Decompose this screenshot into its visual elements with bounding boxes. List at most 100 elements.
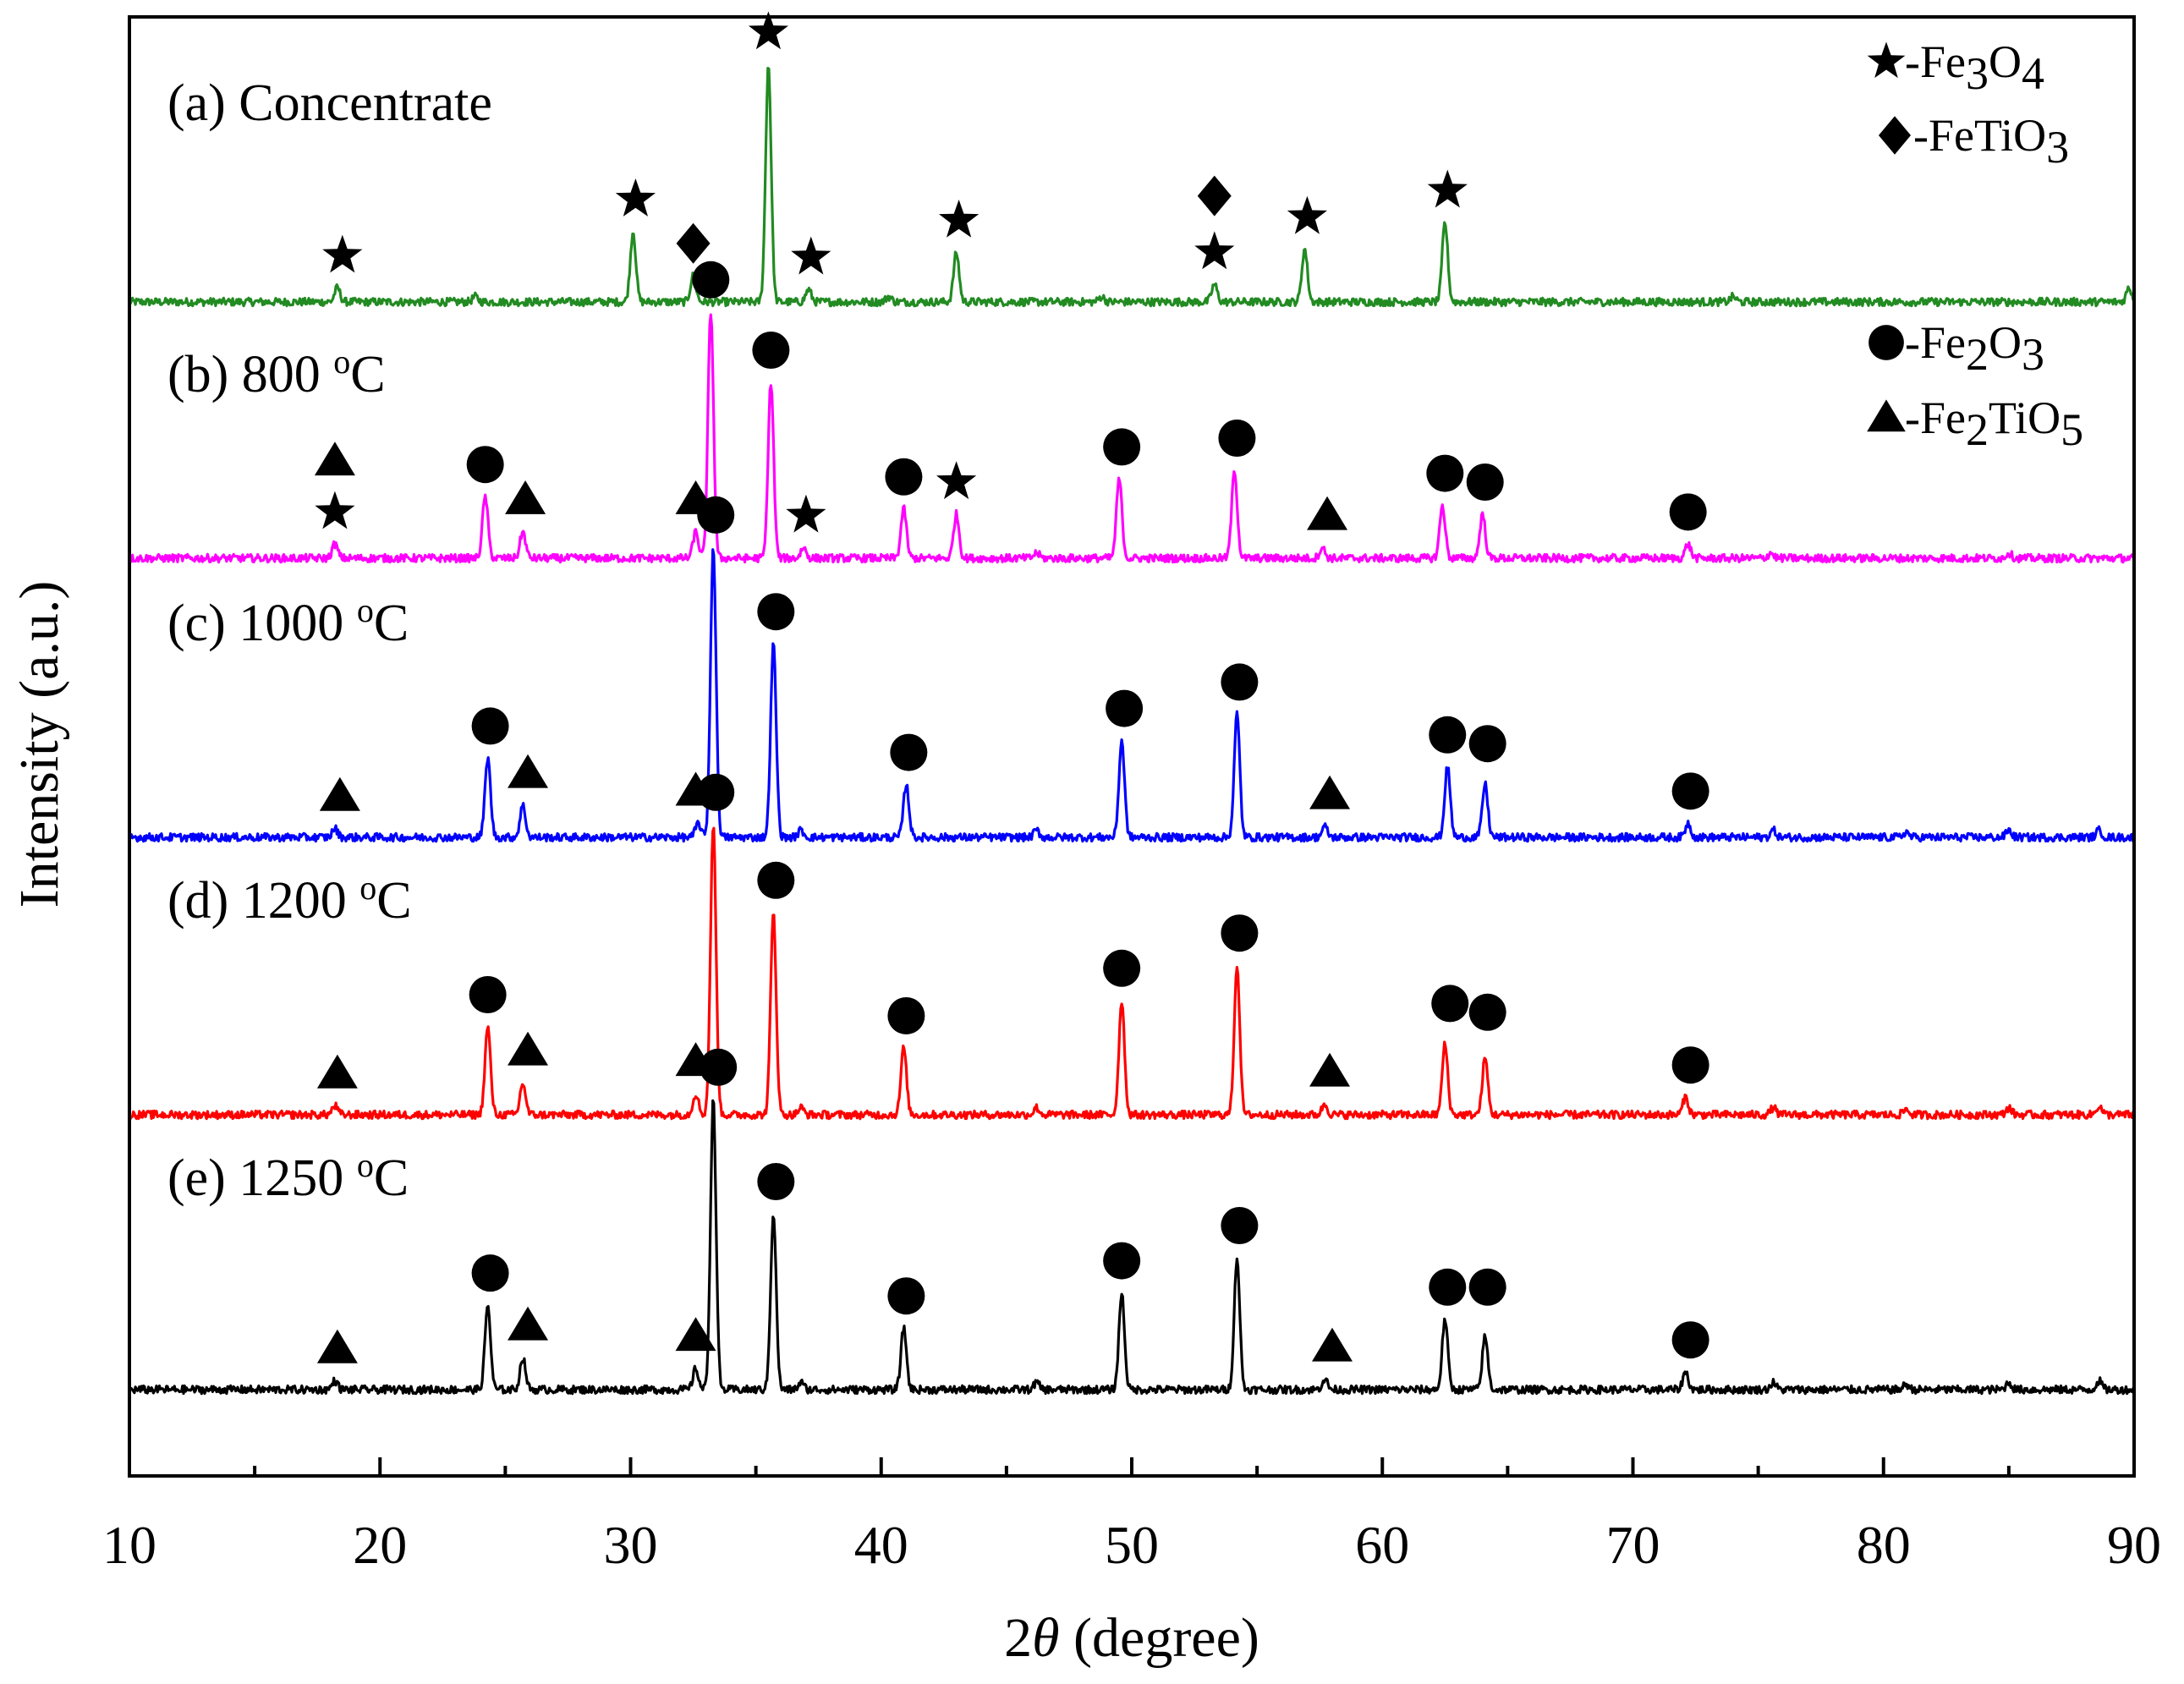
phase-marker-circle-2-1 (471, 707, 509, 745)
phase-marker-circle-3-1 (469, 976, 507, 1013)
legend-label-sub: 3 (2022, 329, 2044, 380)
phase-marker-circle-3-10 (1431, 985, 1469, 1023)
phase-marker-triangle-2-2 (508, 754, 549, 788)
series-labels: (a) Concentrate(b) 800 oC(c) 1000 oC(d) … (167, 74, 492, 1207)
phase-marker-circle-4-4 (700, 1048, 738, 1086)
x-axis: 10 20 30 40 50 60 70 80 90 (102, 1457, 2161, 1575)
phase-marker-circle-2-7 (1106, 689, 1144, 727)
series-line-c-1000-oc (128, 548, 2136, 843)
x-tick-label: 70 (1606, 1515, 1660, 1575)
phase-marker-triangle-1-3 (505, 480, 546, 514)
series-label-text: (d) 1200 (167, 872, 359, 930)
legend-label: -Fe2O3 (1905, 317, 2044, 380)
phase-marker-circle-4-11 (1468, 1268, 1506, 1306)
phase-marker-circle-2-5 (757, 593, 795, 631)
phase-marker-circle-1-5 (692, 261, 730, 299)
phase-marker-star-0-5 (791, 236, 831, 275)
series-label-degree: o (357, 591, 374, 629)
phase-marker-circle-1-6 (752, 332, 790, 369)
legend-item-diamond: -FeTiO3 (1879, 110, 2069, 173)
legend-label-sub: 4 (2022, 48, 2044, 99)
series-label-text: (b) 800 (167, 346, 333, 403)
phase-marker-triangle-1-1 (314, 442, 355, 476)
phase-marker-circle-4-12 (1671, 1321, 1709, 1359)
legend-triangle-icon (1867, 399, 1906, 432)
phase-marker-circle-2-11 (1468, 725, 1506, 763)
series-label-unit: C (374, 1149, 409, 1207)
phase-marker-star-1-7 (786, 494, 826, 533)
series-label-text: (e) 1250 (167, 1149, 357, 1207)
phase-marker-circle-1-15 (1669, 493, 1707, 531)
legend-star-icon (1867, 41, 1906, 79)
phase-marker-triangle-4-9 (1312, 1327, 1353, 1362)
phase-marker-circle-4-6 (887, 1277, 925, 1315)
phase-marker-diamond-0-7 (1197, 175, 1232, 217)
series-label-d-1200-oc: (d) 1200 oC (167, 869, 412, 930)
legend-item-star: -Fe3O4 (1867, 36, 2044, 99)
series-label-b-800-oc: (b) 800 oC (167, 343, 386, 403)
series-line-b-800-oc (129, 313, 2136, 564)
phase-marker-circle-1-13 (1426, 454, 1464, 492)
x-tick-label: 80 (1857, 1515, 1911, 1575)
phase-marker-triangle-4-3 (675, 1317, 716, 1352)
series-line-e-1250-oc (128, 1099, 2136, 1396)
legend-label-sub: 5 (2061, 404, 2083, 455)
phase-marker-circle-3-4 (697, 773, 735, 811)
series-label-unit: C (374, 595, 409, 652)
phase-marker-circle-2-12 (1671, 772, 1709, 810)
series-label-degree: o (333, 343, 350, 381)
y-axis-title: Intensity (a.u.) (8, 581, 70, 908)
legend-label-prefix: -Fe (1905, 392, 1966, 443)
phase-marker-circle-2-8 (1221, 663, 1259, 701)
phase-marker-circle-3-7 (1103, 949, 1141, 987)
phase-marker-triangle-1-12 (1307, 496, 1348, 530)
phase-marker-circle-4-1 (471, 1254, 509, 1292)
x-tick-label: 40 (854, 1515, 908, 1575)
legend-diamond-icon (1879, 116, 1911, 155)
legend-label: -Fe3O4 (1905, 36, 2044, 99)
phase-marker-triangle-2-0 (319, 776, 360, 811)
legend-label-prefix: -Fe (1905, 36, 1966, 87)
x-tick-label: 50 (1105, 1515, 1159, 1575)
phase-marker-circle-1-11 (1218, 420, 1256, 457)
legend-label-sub: 3 (2046, 122, 2069, 173)
legend-label: -Fe2TiO5 (1905, 392, 2083, 455)
phase-marker-star-0-3 (748, 11, 788, 50)
phase-marker-circle-4-7 (1103, 1242, 1141, 1280)
phase-marker-circle-1-14 (1466, 464, 1504, 501)
phase-marker-circle-1-8 (885, 458, 923, 496)
series-line-d-1200-oc (128, 826, 2136, 1121)
phase-marker-circle-2-4 (697, 496, 735, 534)
phase-marker-circle-4-8 (1221, 1207, 1259, 1244)
series-line-a-concentrate (128, 67, 2135, 308)
phase-marker-triangle-4-0 (316, 1329, 358, 1363)
x-axis-title: 2θ (degree) (1004, 1607, 1259, 1669)
phase-marker-triangle-3-9 (1309, 1052, 1351, 1087)
legend-label-sub: 3 (1966, 48, 1989, 99)
phase-marker-circle-3-12 (1671, 1046, 1709, 1084)
series-label-degree: o (359, 869, 376, 907)
phase-marker-layer (314, 11, 1709, 1363)
phase-marker-circle-2-6 (890, 733, 928, 771)
legend-label-sub: 2 (1966, 329, 1989, 380)
series-label-a-concentrate: (a) Concentrate (167, 74, 492, 132)
phase-marker-star-0-0 (322, 234, 363, 273)
x-tick-label: 60 (1355, 1515, 1409, 1575)
legend-item-circle: -Fe2O3 (1868, 317, 2044, 380)
legend-circle-icon (1868, 325, 1904, 360)
phase-marker-circle-4-5 (757, 1163, 795, 1200)
phase-marker-triangle-4-2 (508, 1306, 549, 1341)
series-label-unit: C (350, 346, 385, 403)
series-label-text: (a) Concentrate (167, 74, 492, 132)
phase-marker-star-0-1 (615, 178, 656, 217)
legend-item-triangle: -Fe2TiO5 (1867, 392, 2083, 455)
phase-marker-diamond-0-2 (676, 222, 711, 264)
phase-marker-star-1-0 (315, 491, 355, 529)
legend-label: -FeTiO3 (1913, 110, 2069, 173)
legend-label-sub: 2 (1966, 404, 1989, 455)
x-axis-title-prefix: 2 (1004, 1607, 1032, 1669)
x-axis-title-symbol: θ (1032, 1607, 1059, 1669)
phase-marker-circle-3-11 (1468, 993, 1506, 1031)
legend-label-mid: O (1989, 317, 2022, 368)
